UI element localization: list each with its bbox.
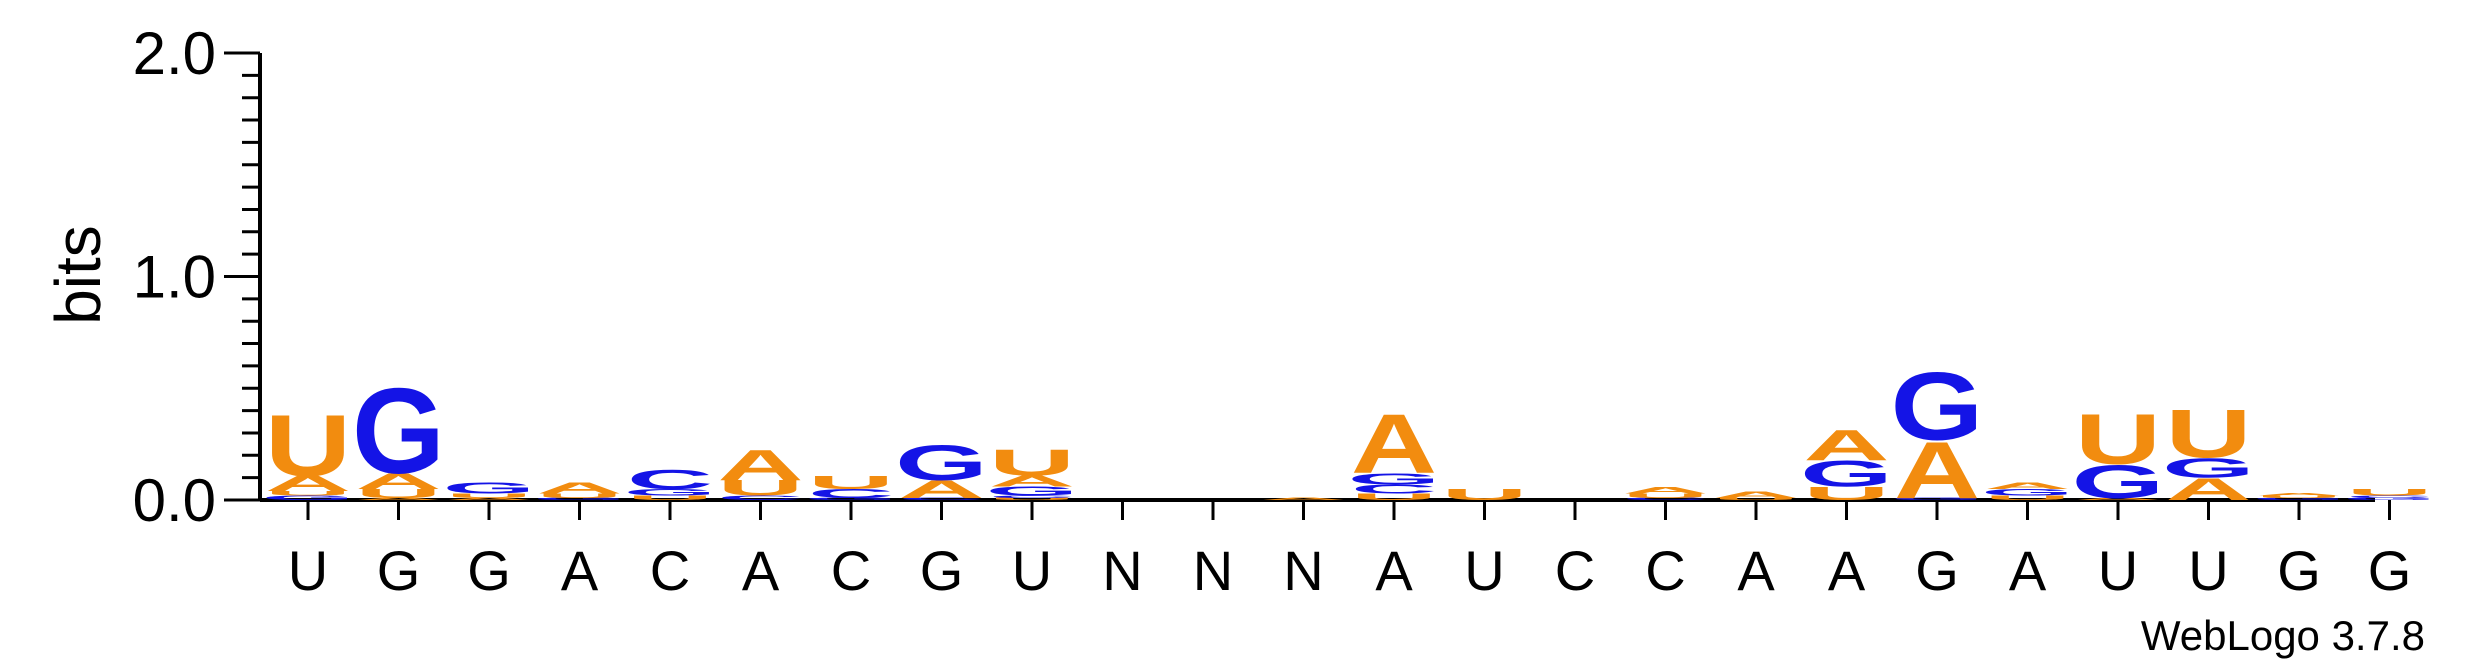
logo-letter-A: A [2075, 497, 2161, 500]
logo-letter-G: G [1348, 470, 1441, 487]
x-tick-label: A [2009, 539, 2047, 602]
x-tick-label: U [1012, 539, 1052, 602]
x-tick-label: N [1102, 539, 1142, 602]
x-tick-label: G [2368, 539, 2412, 602]
y-axis-title: bits [42, 225, 114, 325]
logo-letter-U: U [1803, 483, 1889, 504]
logo-letter-U: U [1351, 491, 1437, 502]
logo-letter-U: U [808, 472, 894, 493]
logo-letter-A: A [1803, 421, 1889, 470]
x-tick-label: U [288, 539, 328, 602]
logo-letter-G: G [352, 363, 445, 499]
logo-letter-G: G [443, 479, 536, 496]
x-tick-label: A [1737, 539, 1775, 602]
logo-letter-U: U [2075, 399, 2161, 479]
x-tick-label: G [377, 539, 421, 602]
logo-letter-C: C [1622, 497, 1708, 500]
logo-letter-A: A [1713, 489, 1799, 500]
logo-letter-U: U [2165, 396, 2251, 473]
logo-letter-C: C [717, 494, 803, 501]
logo-letter-U: U [265, 490, 351, 497]
logo-letter-A: A [1984, 480, 2070, 491]
logo-letter-U: U [446, 492, 532, 499]
logo-letter-A: A [2256, 493, 2342, 496]
logo-letter-A: A [989, 473, 1075, 490]
x-tick-label: G [920, 539, 964, 602]
logo-letter-G: G [895, 435, 988, 491]
logo-letter-A: A [1260, 497, 1346, 500]
x-tick-label: C [1645, 539, 1685, 602]
logo-letter-G: G [2162, 452, 2255, 483]
y-tick-label: 2.0 [133, 20, 216, 87]
x-tick-label: C [831, 539, 871, 602]
logo-letter-U: U [1622, 492, 1708, 499]
logo-letter-U: U [1984, 494, 2070, 501]
logo-letter-G: G [2253, 497, 2346, 500]
x-tick-label: G [2277, 539, 2321, 602]
weblogo-credit: WebLogo 3.7.8 [2141, 612, 2425, 659]
logo-letter-U: U [627, 494, 713, 501]
logo-letter-G: G [986, 484, 1079, 498]
y-axis: 0.0 1.0 2.0 [133, 20, 262, 534]
logo-letter-A: A [1894, 425, 1980, 516]
logo-letter-U: U [2346, 487, 2432, 498]
logo-letter-G: G [1981, 487, 2074, 498]
logo-letter-G: G [1800, 453, 1893, 495]
logo-letter-A: A [355, 469, 441, 493]
logo-letter-A: A [1351, 397, 1437, 492]
logo-letter-U: U [989, 497, 1075, 500]
x-tick-label: N [1283, 539, 1323, 602]
y-ticks: 0.0 1.0 2.0 [133, 20, 260, 534]
x-tick-label: A [1828, 539, 1866, 602]
logo-letter-U: U [989, 442, 1075, 484]
logo-letter-U: U [2256, 495, 2342, 498]
logo-letter-A: A [355, 497, 441, 500]
y-tick-label: 1.0 [133, 244, 216, 311]
logo-letter-G: G [624, 487, 717, 498]
logo-letter-U: U [536, 492, 622, 499]
logo-letter-G: G [805, 497, 898, 500]
logo-letter-U: U [1713, 497, 1799, 500]
logo-letter-A: A [1622, 485, 1708, 496]
x-tick-label: U [2098, 539, 2138, 602]
logo-letter-C: C [989, 495, 1075, 498]
logo-letter-U: U [717, 476, 803, 500]
x-tick-label: N [1193, 539, 1233, 602]
logo-letter-G: G [262, 494, 355, 501]
logo-letter-C: C [2346, 495, 2432, 498]
logo-letter-A: A [898, 475, 984, 503]
x-tick-label: C [650, 539, 690, 602]
logo-letter-C: C [808, 486, 894, 500]
logo-letter-U: U [265, 397, 351, 495]
logo-letter-U: U [355, 486, 441, 500]
x-tick-label: A [1375, 539, 1413, 602]
x-tick-label: U [2188, 539, 2228, 602]
x-tick-label: A [742, 539, 780, 602]
logo-letter-A: A [446, 497, 532, 500]
x-tick-label: G [467, 539, 511, 602]
logo-letter-A: A [717, 441, 803, 490]
x-tick-label: A [561, 539, 599, 602]
logo-letter-A: A [265, 471, 351, 495]
logo-letter-G: G [1891, 497, 1984, 500]
x-tick-label: G [1915, 539, 1959, 602]
logo-letter-G: G [2072, 456, 2165, 508]
logo-letter-G: G [533, 497, 626, 500]
logo-letter-A: A [2165, 472, 2251, 507]
logo-letter-C: C [898, 497, 984, 500]
logo-letter-U: U [1441, 486, 1527, 503]
x-tick-label: C [1555, 539, 1595, 602]
logo-letter-G: G [1891, 353, 1984, 461]
x-tick-label: U [1464, 539, 1504, 602]
logo-letter-G: G [2343, 497, 2436, 500]
logo-letter-A: A [536, 479, 622, 496]
logo-letter-C: C [1351, 482, 1437, 496]
logo-letter-C: C [627, 464, 713, 495]
y-tick-label: 0.0 [133, 467, 216, 534]
